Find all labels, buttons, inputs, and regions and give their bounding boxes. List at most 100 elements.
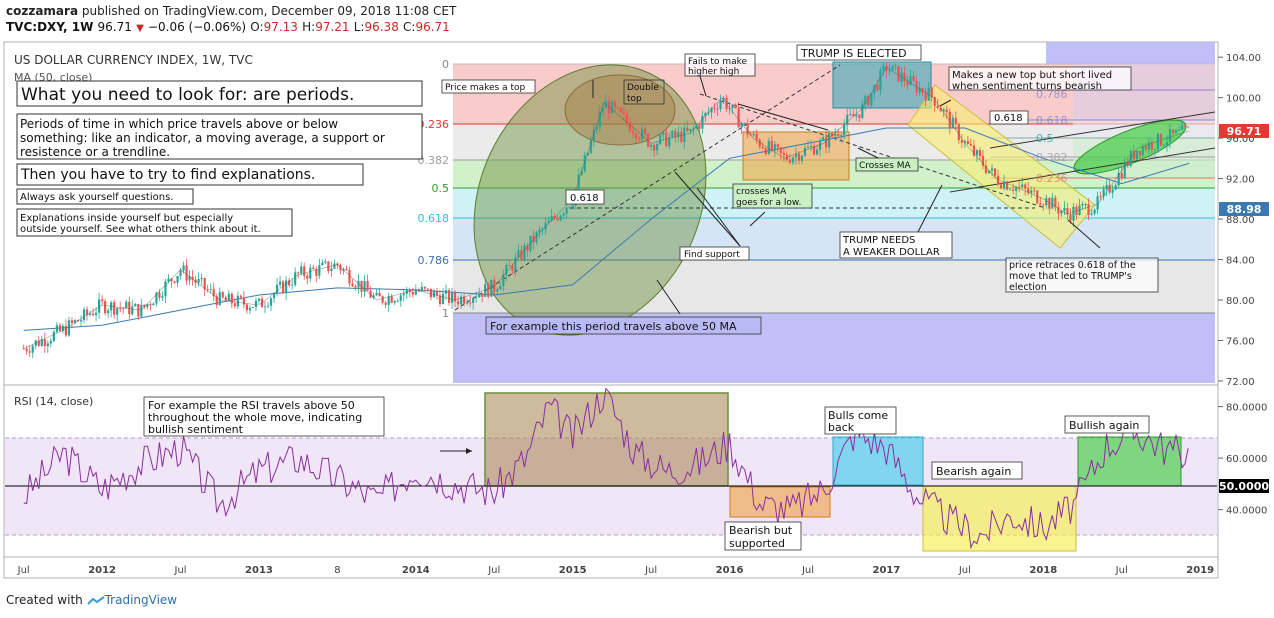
candle-body bbox=[972, 145, 976, 156]
candle-body bbox=[583, 155, 586, 172]
candle-body bbox=[508, 264, 511, 266]
candle-body bbox=[1090, 213, 1093, 215]
candle-body bbox=[438, 295, 442, 304]
time-tick-label: 2015 bbox=[559, 565, 587, 576]
candle-body bbox=[637, 138, 641, 140]
candle-body bbox=[758, 139, 761, 147]
lower-channel-line[interactable] bbox=[949, 147, 1216, 193]
candle-body bbox=[1159, 133, 1163, 146]
retrace-trendline[interactable] bbox=[699, 93, 1046, 209]
crosses-ma-label: Crosses MA bbox=[859, 161, 912, 171]
time-tick-label: 2019 bbox=[1186, 565, 1214, 576]
candle-body bbox=[996, 175, 1000, 185]
candle-body bbox=[98, 299, 101, 313]
crosses-low-label-2: goes for a low. bbox=[736, 198, 801, 208]
candle-body bbox=[170, 278, 173, 282]
candle-body bbox=[562, 213, 565, 216]
price-close-line[interactable] bbox=[23, 66, 1190, 349]
rsi-bull-box[interactable] bbox=[484, 392, 729, 487]
inside-box bbox=[16, 208, 293, 237]
candle-body bbox=[761, 146, 764, 149]
fib-level-label: 0 bbox=[442, 58, 449, 71]
candle-body bbox=[315, 269, 318, 276]
candle-body bbox=[191, 276, 194, 280]
candle-body bbox=[351, 283, 354, 287]
candle-body bbox=[285, 280, 288, 294]
candle-body bbox=[752, 134, 755, 136]
candle-body bbox=[858, 114, 861, 118]
rsi-bullish-box[interactable] bbox=[1077, 436, 1182, 487]
candle-body bbox=[773, 144, 776, 151]
candle-body bbox=[70, 320, 74, 323]
close-label: C: bbox=[403, 20, 416, 34]
candle-body bbox=[366, 281, 369, 291]
candle-body bbox=[701, 116, 704, 129]
author-name[interactable]: cozzamara bbox=[6, 4, 79, 18]
candle-body bbox=[553, 215, 556, 219]
time-axis[interactable] bbox=[3, 556, 1219, 579]
candle-body bbox=[300, 266, 303, 274]
candle-body bbox=[547, 220, 550, 223]
candle-body bbox=[559, 215, 562, 221]
fib-level-label: 0.786 bbox=[418, 254, 450, 267]
candle-body bbox=[1018, 186, 1021, 188]
candle-body bbox=[746, 123, 749, 135]
candle-body bbox=[73, 320, 77, 323]
fib2-level-label: 0.786 bbox=[1036, 88, 1068, 101]
arrow-head-icon bbox=[466, 448, 472, 454]
rsi-tick-label: 80.0000 bbox=[1226, 403, 1267, 414]
rsi-axis[interactable]: 80.0000 60.0000 40.0000 bbox=[1218, 403, 1267, 517]
candle-body bbox=[146, 304, 149, 308]
rsi-legend: RSI (14, close) bbox=[14, 395, 93, 408]
trump-weaker-label-1: TRUMP NEEDS bbox=[842, 235, 915, 246]
candle-body bbox=[1099, 196, 1102, 198]
tradingview-brand[interactable]: TradingView bbox=[104, 593, 178, 607]
callout-arrows bbox=[592, 75, 1101, 315]
rally-trendline[interactable] bbox=[454, 64, 841, 311]
candle-body bbox=[1033, 190, 1036, 192]
candle-body bbox=[1132, 150, 1135, 159]
candle-body bbox=[396, 300, 399, 302]
candle-body bbox=[1129, 150, 1132, 166]
trump-elected-label: TRUMP IS ELECTED bbox=[800, 47, 907, 60]
candle-body bbox=[236, 295, 239, 307]
candle-body bbox=[55, 325, 58, 332]
candle-body bbox=[294, 272, 297, 285]
trump-elected-box[interactable] bbox=[832, 61, 932, 109]
chart-canvas[interactable]: 104.00 100.00 96.00 92.00 88.00 84.00 80.00 76.… bbox=[0, 40, 1274, 590]
candle-body bbox=[981, 155, 985, 166]
candle-body bbox=[1015, 186, 1018, 191]
candle-body bbox=[586, 152, 589, 156]
candle-body bbox=[659, 134, 662, 144]
candle-body bbox=[1051, 197, 1054, 209]
candle-body bbox=[1183, 125, 1187, 127]
footer: Created with TradingView bbox=[6, 593, 177, 607]
candle-body bbox=[565, 207, 568, 214]
candle-body bbox=[185, 265, 188, 281]
candle-body bbox=[634, 133, 638, 139]
candle-body bbox=[1180, 125, 1184, 130]
candle-body bbox=[402, 293, 405, 296]
candle-body bbox=[429, 288, 433, 298]
bulls-back-label-1: Bulls come bbox=[828, 409, 888, 422]
candle-body bbox=[689, 128, 692, 131]
price-axis[interactable]: 104.00 100.00 96.00 92.00 88.00 84.00 80.00 76.… bbox=[1218, 53, 1261, 388]
candle-body bbox=[628, 122, 632, 132]
candle-body bbox=[1048, 198, 1051, 209]
candle-body bbox=[619, 107, 623, 113]
upper-channel-line[interactable] bbox=[989, 111, 1216, 149]
rsi-support-box[interactable] bbox=[729, 486, 831, 518]
candle-body bbox=[125, 301, 128, 309]
rsi-line[interactable] bbox=[23, 387, 1189, 550]
candle-body bbox=[589, 141, 592, 153]
fails-label-1: Fails to make bbox=[688, 57, 747, 67]
candle-body bbox=[49, 341, 52, 344]
candle-body bbox=[306, 275, 309, 279]
candle-body bbox=[728, 108, 731, 110]
candle-body bbox=[40, 339, 43, 346]
candle-body bbox=[1117, 172, 1120, 186]
candle-body bbox=[1060, 210, 1063, 214]
candle-body bbox=[924, 92, 927, 101]
candle-body bbox=[182, 265, 185, 271]
rsi-bulls-back-box[interactable] bbox=[832, 436, 924, 486]
